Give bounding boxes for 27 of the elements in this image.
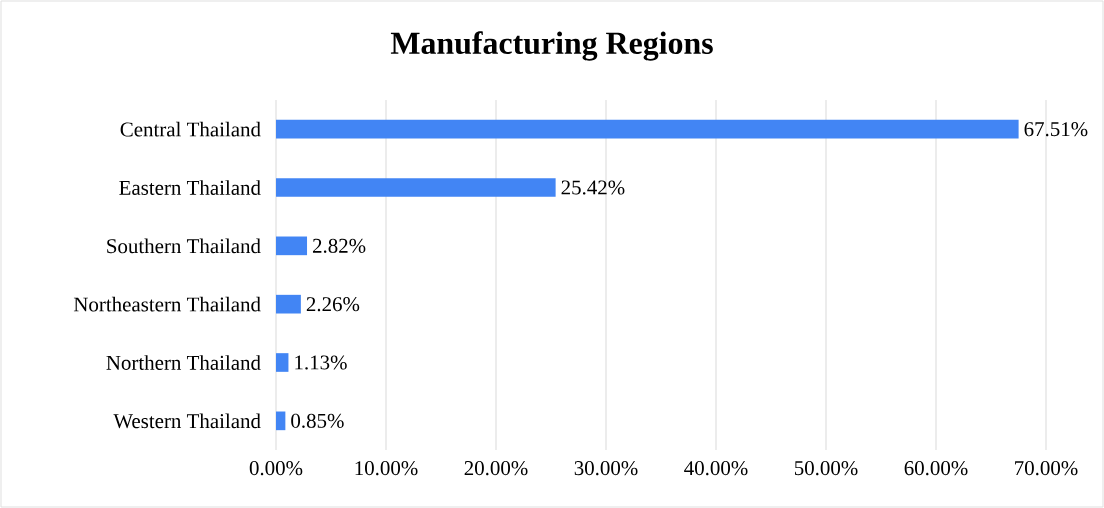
bar xyxy=(276,178,556,197)
data-label: 0.85% xyxy=(291,413,344,428)
y-tick-label: Southern Thailand xyxy=(107,238,261,254)
x-tick-label: 20.00% xyxy=(464,461,528,476)
data-label: 1.13% xyxy=(295,355,347,370)
chart-title: Manufacturing Regions xyxy=(390,31,713,61)
y-tick-label: Central Thailand xyxy=(120,121,261,137)
data-label: 25.42% xyxy=(561,180,625,195)
bar xyxy=(276,236,308,256)
data-label: 67.51% xyxy=(1024,122,1088,137)
x-tick-label: 30.00% xyxy=(574,461,638,476)
data-label: 2.82% xyxy=(312,238,366,253)
y-tick-label: Northern Thailand xyxy=(106,355,261,370)
x-tick-label: 10.00% xyxy=(355,461,418,476)
x-tick-label: 0.00% xyxy=(249,461,303,476)
x-tick-label: 40.00% xyxy=(684,461,748,476)
y-tick-label: Eastern Thailand xyxy=(119,180,261,195)
bar xyxy=(276,119,1019,139)
bar xyxy=(276,294,301,314)
bar xyxy=(276,411,286,431)
x-tick-label: 50.00% xyxy=(794,461,858,476)
x-tick-label: 70.00% xyxy=(1015,461,1078,476)
x-tick-label: 60.00% xyxy=(904,461,968,476)
y-tick-label: Northeastern Thailand xyxy=(73,296,261,312)
data-label: 2.26% xyxy=(306,297,360,312)
y-tick-label: Western Thailand xyxy=(113,413,261,429)
bar xyxy=(276,353,289,372)
